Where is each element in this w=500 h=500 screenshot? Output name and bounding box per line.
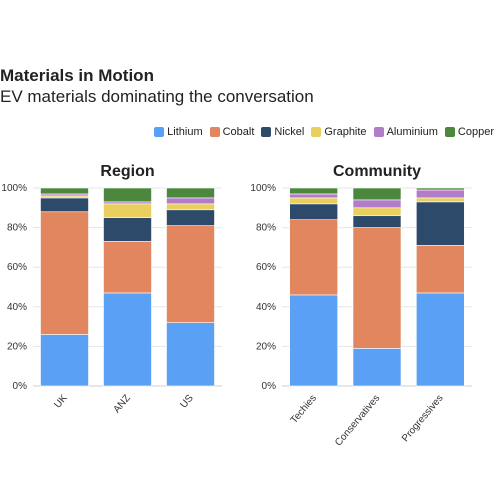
x-tick-community-conservatives: Conservatives	[333, 393, 382, 449]
bar-community-progressives-copper	[416, 187, 465, 191]
bar-community-techies-copper	[289, 187, 338, 195]
bar-region-us-aluminium	[166, 197, 215, 205]
legend-item-aluminium: Aluminium	[373, 126, 438, 138]
bar-community-techies-aluminium	[289, 193, 338, 199]
bar-community-progressives-cobalt	[416, 245, 465, 294]
legend-label-copper: Copper	[457, 126, 494, 138]
y-tick-community-1: 20%	[256, 341, 276, 352]
y-tick-region-2: 40%	[7, 302, 27, 313]
legend-item-nickel: Nickel	[261, 126, 304, 138]
y-tick-community-0: 0%	[262, 381, 277, 392]
y-tick-community-4: 80%	[256, 223, 276, 234]
y-tick-region-4: 80%	[7, 223, 27, 234]
bar-region-uk-lithium	[40, 334, 89, 387]
y-tick-region-5: 100%	[1, 183, 27, 194]
legend-swatch-nickel	[261, 127, 272, 137]
bar-community-progressives-lithium	[416, 292, 465, 387]
bar-region-anz-lithium	[103, 292, 152, 387]
legend: Lithium Cobalt Nickel Graphite Aluminium…	[154, 126, 494, 138]
bar-region-anz-graphite	[103, 203, 152, 218]
bar-community-progressives-aluminium	[416, 189, 465, 199]
bar-region-us-copper	[166, 187, 215, 199]
bar-region-anz-cobalt	[103, 241, 152, 294]
legend-label-aluminium: Aluminium	[386, 126, 438, 138]
x-tick-region-anz: ANZ	[112, 393, 133, 415]
y-tick-community-5: 100%	[250, 183, 276, 194]
panel-title-region: Region	[100, 163, 154, 180]
bar-region-us-nickel	[166, 209, 215, 226]
y-tick-community-2: 40%	[256, 302, 276, 313]
bar-community-conservatives-nickel	[352, 215, 402, 228]
bar-community-conservatives-aluminium	[352, 199, 402, 209]
x-tick-region-uk: UK	[52, 393, 70, 411]
bar-community-techies-lithium	[289, 294, 338, 387]
legend-item-cobalt: Cobalt	[209, 126, 255, 138]
chart-subtitle: EV materials dominating the conversation	[0, 87, 314, 106]
bar-region-us-cobalt	[166, 225, 215, 323]
bar-community-progressives-graphite	[416, 197, 465, 203]
bar-community-conservatives-copper	[352, 187, 402, 201]
y-tick-region-0: 0%	[13, 381, 28, 392]
y-tick-community-3: 60%	[256, 262, 276, 273]
legend-swatch-aluminium	[373, 127, 384, 137]
bar-region-uk-cobalt	[40, 211, 89, 335]
legend-swatch-lithium	[154, 127, 165, 137]
legend-label-nickel: Nickel	[274, 126, 305, 138]
x-tick-community-progressives: Progressives	[400, 393, 446, 444]
bar-region-us-graphite	[166, 203, 215, 211]
legend-swatch-cobalt	[209, 127, 220, 137]
legend-label-lithium: Lithium	[167, 126, 203, 138]
bar-community-techies-graphite	[289, 197, 338, 205]
bar-community-conservatives-lithium	[352, 348, 402, 387]
bar-community-progressives-nickel	[416, 201, 465, 246]
bar-community-conservatives-graphite	[352, 207, 402, 217]
bar-region-anz-nickel	[103, 217, 152, 242]
bar-region-uk-copper	[40, 187, 89, 195]
legend-item-lithium: Lithium	[154, 126, 203, 138]
y-tick-region-3: 60%	[7, 262, 27, 273]
bar-region-anz-copper	[103, 187, 152, 203]
bar-community-techies-cobalt	[289, 219, 338, 296]
chart-title: Materials in Motion	[0, 66, 154, 85]
legend-item-copper: Copper	[444, 126, 494, 138]
panel-title-community: Community	[333, 163, 421, 180]
bar-region-us-lithium	[166, 322, 215, 387]
bar-community-techies-nickel	[289, 203, 338, 220]
legend-label-graphite: Graphite	[324, 126, 367, 138]
legend-swatch-graphite	[311, 127, 322, 137]
bar-region-uk-nickel	[40, 197, 89, 213]
x-tick-region-us: US	[178, 393, 196, 411]
y-tick-region-1: 20%	[7, 341, 27, 352]
legend-label-cobalt: Cobalt	[222, 126, 255, 138]
legend-swatch-copper	[444, 127, 455, 137]
legend-item-graphite: Graphite	[311, 126, 367, 138]
x-tick-community-techies: Techies	[289, 393, 319, 426]
bar-community-conservatives-cobalt	[352, 227, 402, 349]
